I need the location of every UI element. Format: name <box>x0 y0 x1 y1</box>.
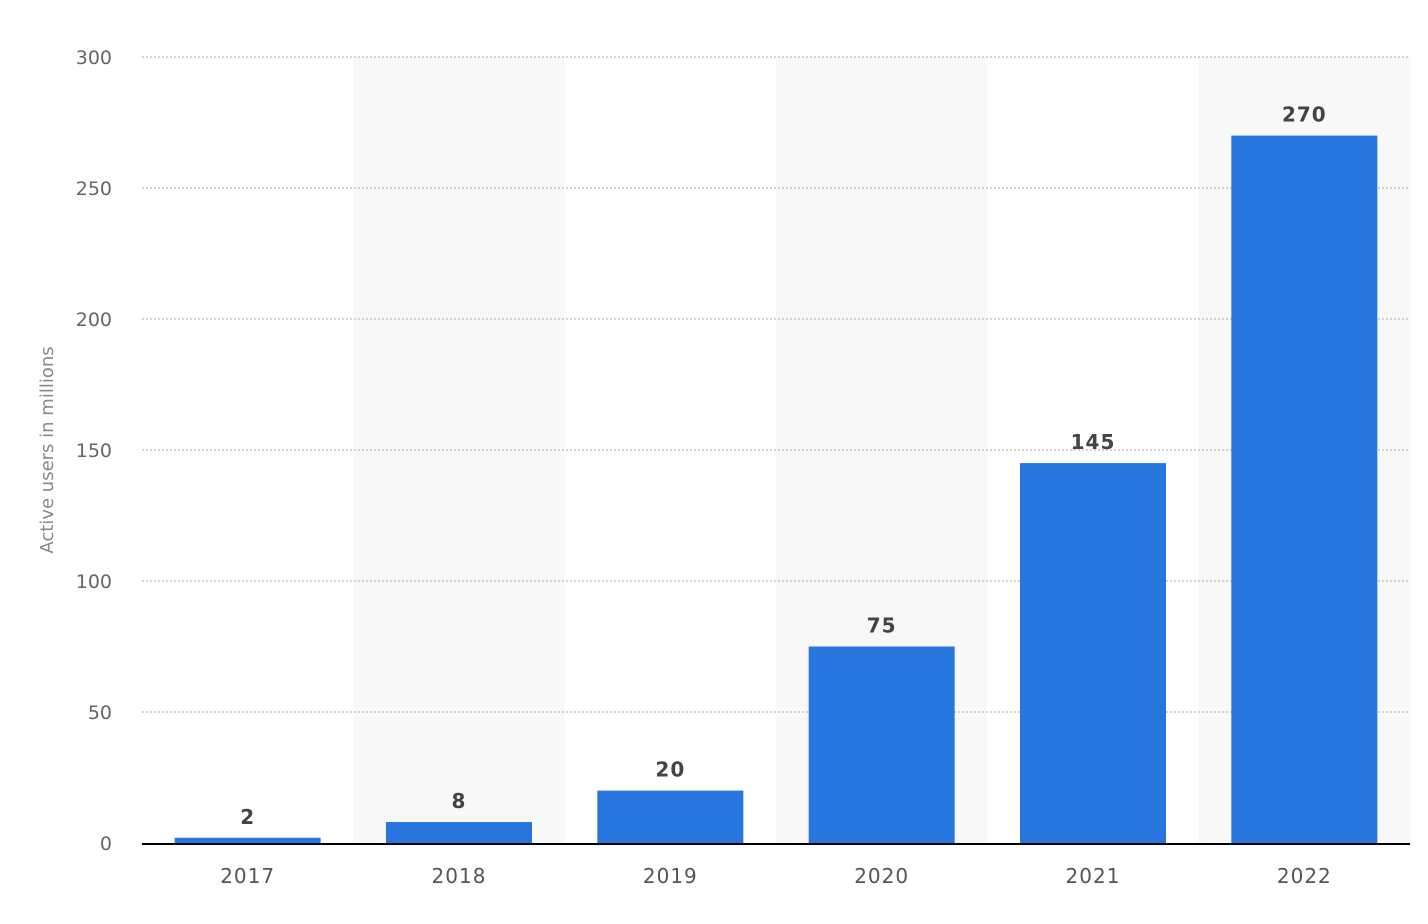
bar-2018[interactable] <box>386 822 532 843</box>
y-axis-title: Active users in millions <box>37 346 58 553</box>
y-axis-ticks: 0 50 100 150 200 250 300 <box>76 47 112 855</box>
value-label-2021: 145 <box>1071 430 1116 454</box>
x-tick-label: 2018 <box>432 864 487 888</box>
bars <box>174 135 1378 844</box>
bar-2019[interactable] <box>597 790 744 843</box>
value-label-2022: 270 <box>1282 103 1327 127</box>
y-tick-label: 100 <box>76 571 112 593</box>
y-tick-label: 150 <box>76 440 112 462</box>
bar-2021[interactable] <box>1020 463 1166 843</box>
value-label-2017: 2 <box>240 805 255 829</box>
value-label-2018: 8 <box>452 789 467 813</box>
value-label-2020: 75 <box>867 614 897 638</box>
x-tick-label: 2017 <box>220 864 275 888</box>
x-tick-label: 2022 <box>1277 864 1332 888</box>
x-tick-label: 2019 <box>643 864 698 888</box>
bar-2022[interactable] <box>1231 135 1378 844</box>
x-tick-label: 2020 <box>854 864 909 888</box>
y-tick-label: 250 <box>76 178 112 200</box>
y-tick-label: 200 <box>76 309 112 331</box>
x-axis-ticks: 2017 2018 2019 2020 2021 2022 <box>220 864 1332 888</box>
bar-2017[interactable] <box>174 837 321 843</box>
value-labels: 2 8 20 75 145 270 <box>240 103 1327 829</box>
y-tick-label: 300 <box>76 47 112 69</box>
x-tick-label: 2021 <box>1066 864 1121 888</box>
y-tick-label: 50 <box>88 702 112 724</box>
bar-2020[interactable] <box>808 646 955 844</box>
value-label-2019: 20 <box>655 758 685 782</box>
gridlines <box>142 56 1410 713</box>
y-tick-label: 0 <box>100 833 112 855</box>
